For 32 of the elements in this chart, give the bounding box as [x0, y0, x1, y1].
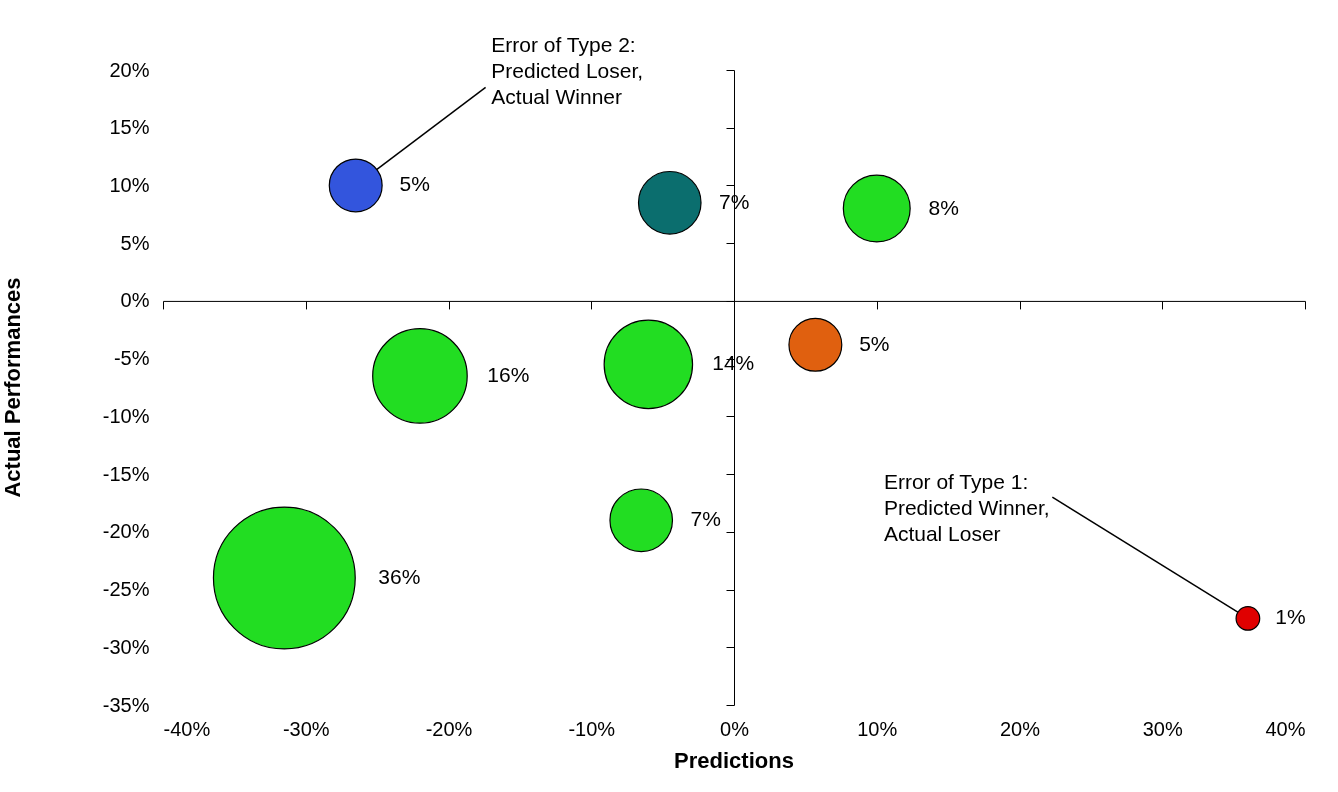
- data-label: 5%: [859, 331, 890, 355]
- x-tick-label: -10%: [568, 717, 616, 740]
- y-tick-label: 5%: [120, 231, 150, 254]
- y-tick-label: -20%: [102, 520, 150, 543]
- x-tick-label: 20%: [999, 717, 1041, 740]
- y-tick-label: -25%: [102, 578, 150, 601]
- y-tick-label: 20%: [109, 58, 150, 81]
- data-label: 5%: [399, 172, 430, 196]
- data-label: 8%: [928, 195, 959, 219]
- x-tick-label: 0%: [720, 717, 750, 740]
- data-label: 36%: [378, 565, 421, 588]
- y-tick-label: 15%: [109, 116, 150, 139]
- x-tick-label: -20%: [425, 717, 473, 740]
- y-axis-title: Actual Performances: [0, 277, 25, 498]
- y-tick-label: -30%: [102, 635, 150, 658]
- data-label: 16%: [487, 362, 530, 386]
- x-axis-title: Predictions: [674, 748, 794, 773]
- x-tick-label: 40%: [1265, 717, 1306, 740]
- x-tick-label: 30%: [1142, 717, 1183, 740]
- x-tick-label: -40%: [163, 717, 211, 740]
- y-tick-label: 10%: [109, 173, 150, 196]
- annotation: Error of Type 1: Predicted Winner, Actual Loser: [883, 469, 1050, 545]
- x-tick-label: -30%: [282, 717, 330, 740]
- y-tick-label: -5%: [113, 347, 150, 370]
- y-tick-label: -35%: [102, 693, 150, 716]
- y-tick-label: 0%: [120, 289, 150, 312]
- x-tick-label: 10%: [857, 717, 898, 740]
- annotation: Error of Type 2: Predicted Loser, Actual Winner: [491, 33, 644, 109]
- y-tick-label: -10%: [102, 404, 150, 427]
- data-label: 7%: [690, 507, 721, 531]
- y-tick-label: -15%: [102, 462, 150, 485]
- data-label: 1%: [1275, 605, 1306, 629]
